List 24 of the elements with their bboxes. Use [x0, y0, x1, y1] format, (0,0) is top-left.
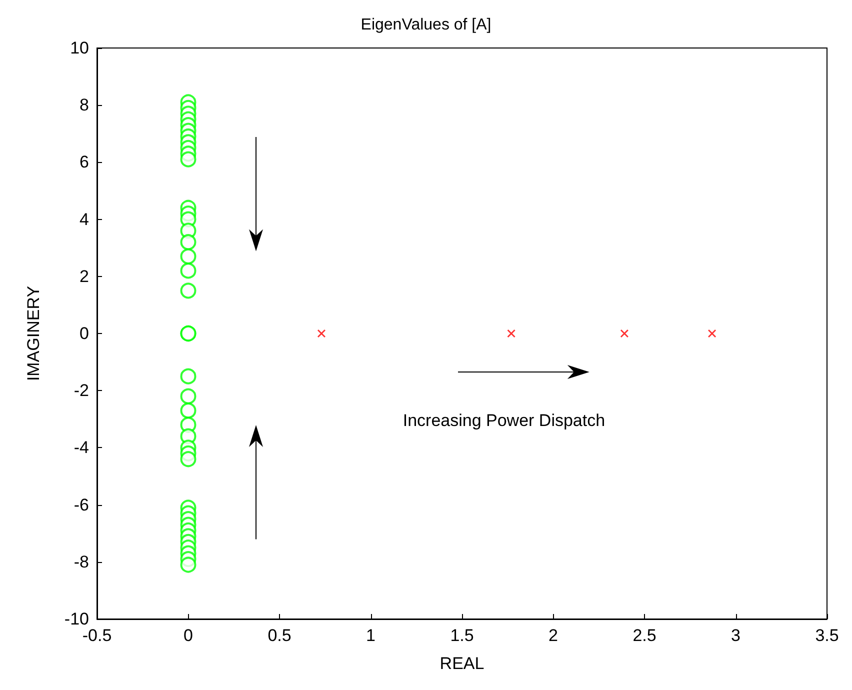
- y-tick-label: 4: [80, 210, 89, 229]
- x-tick-label: 3: [731, 626, 740, 645]
- x-axis-title: REAL: [440, 654, 484, 673]
- x-tick-label: 2: [548, 626, 558, 645]
- y-axis-title: IMAGINERY: [24, 286, 43, 382]
- x-tick-label: 1.5: [450, 626, 474, 645]
- x-tick-label: 0: [184, 626, 193, 645]
- y-tick-label: 6: [80, 152, 89, 172]
- x-tick-label: 3.5: [815, 626, 839, 645]
- y-tick-label: -4: [74, 438, 89, 458]
- y-tick-label: -2: [74, 381, 89, 400]
- y-tick-label: -10: [64, 610, 89, 628]
- annotation: Increasing Power Dispatch: [402, 410, 606, 431]
- y-tick-label: 0: [80, 324, 89, 343]
- y-tick-label: -6: [74, 495, 89, 514]
- y-tick-label: -8: [74, 552, 89, 572]
- x-tick-label: 2.5: [632, 626, 656, 645]
- y-tick-label: 10: [70, 38, 89, 58]
- y-tick-label: 2: [80, 266, 89, 286]
- x-tick-label: 0.5: [268, 626, 292, 645]
- x-tick-label: -0.5: [82, 626, 112, 645]
- x-tick-label: 1: [366, 626, 376, 645]
- chart-title: EigenValues of [A]: [360, 16, 492, 34]
- y-tick-label: 8: [80, 96, 89, 115]
